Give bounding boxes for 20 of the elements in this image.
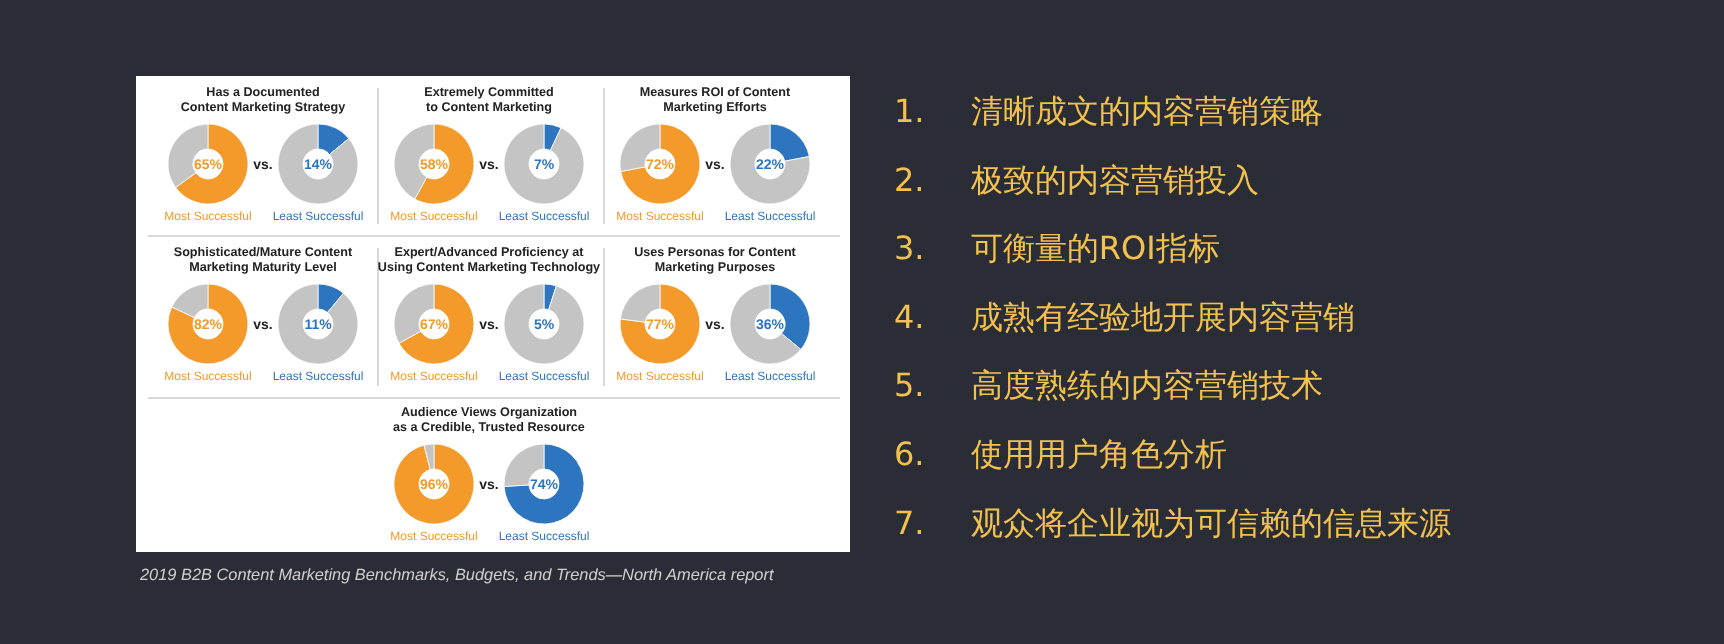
donut-slice <box>503 283 585 365</box>
donut-slice <box>167 283 249 365</box>
donut-slice <box>620 123 701 205</box>
donut-slice <box>503 123 585 205</box>
text: 3. 可衡量的ROI指标 <box>894 229 1220 268</box>
donut-slice <box>503 443 585 525</box>
text: 6. 使用用户角色分析 <box>894 435 1227 473</box>
donut-slice <box>393 443 475 525</box>
donut-slice <box>729 123 811 205</box>
text: 5. 高度熟练的内容营销技术 <box>894 366 1323 405</box>
donut-slice <box>277 123 359 205</box>
donut-slice <box>619 283 701 365</box>
text: 2. 极致的内容营销投入 <box>894 160 1259 199</box>
donut-slice <box>277 283 359 365</box>
text: 7. 观众将企业视为可信赖的信息来源 <box>894 503 1451 542</box>
text: 1. 清晰成文的内容营销策略 <box>894 92 1323 130</box>
donut-slice <box>175 123 249 205</box>
text: 2019 B2B Content Marketing Benchmarks, Budgets, and Trends—North America report <box>138 566 775 584</box>
donut-slice <box>398 283 475 365</box>
text: 4. 成熟有经验地开展内容营销 <box>894 297 1355 336</box>
